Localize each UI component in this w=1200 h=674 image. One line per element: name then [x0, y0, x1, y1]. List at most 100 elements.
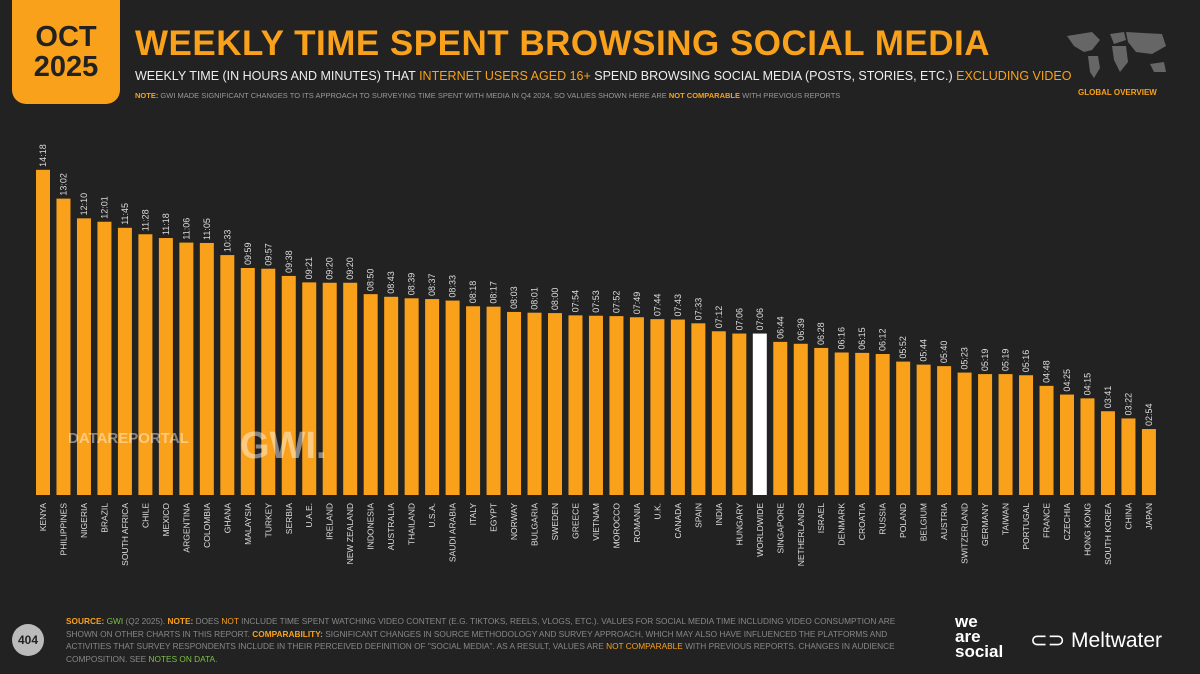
source-label: SOURCE:	[66, 616, 105, 626]
value-label: 11:05	[202, 218, 212, 240]
bar-australia	[384, 296, 399, 495]
value-label: 05:52	[898, 336, 908, 359]
value-label: 12:01	[99, 196, 109, 219]
note-text: DOES	[193, 616, 222, 626]
value-label: 09:21	[304, 257, 314, 280]
bar-china	[1121, 418, 1136, 495]
value-label: 06:44	[775, 316, 785, 339]
category-label: IRELAND	[325, 503, 335, 540]
category-label: THAILAND	[407, 503, 417, 545]
section-label: GLOBAL OVERVIEW	[1078, 88, 1157, 97]
subtitle-highlight: EXCLUDING VIDEO	[956, 69, 1072, 83]
bar-kenya	[36, 169, 50, 495]
category-label: ARGENTINA	[181, 503, 191, 553]
subtitle-part: SPEND BROWSING SOCIAL MEDIA (POSTS, STOR…	[590, 69, 957, 83]
bar-hungary	[732, 333, 747, 495]
category-label: GERMANY	[980, 503, 990, 546]
month: OCT	[35, 21, 97, 53]
bar-israel	[814, 347, 829, 495]
bar-serbia	[281, 275, 296, 495]
bar-argentina	[179, 242, 194, 495]
date-badge: OCT 2025	[12, 0, 120, 104]
bar-bulgaria	[527, 312, 542, 495]
value-label: 07:44	[652, 294, 662, 317]
category-label: CHILE	[140, 503, 150, 528]
category-label: CANADA	[673, 503, 683, 539]
bar-romania	[629, 317, 644, 495]
bar-nigeria	[76, 218, 91, 495]
value-label: 06:39	[796, 318, 806, 341]
value-label: 09:57	[263, 243, 273, 266]
value-label: 13:02	[58, 173, 68, 196]
category-label: FRANCE	[1042, 503, 1052, 538]
value-label: 05:16	[1021, 350, 1031, 373]
subtitle-highlight: INTERNET USERS AGED 16+	[419, 69, 591, 83]
category-label: MEXICO	[161, 503, 171, 537]
category-label: BULGARIA	[530, 503, 540, 546]
bar-portugal	[1019, 375, 1034, 495]
value-label: 04:15	[1082, 373, 1092, 396]
value-label: 08:01	[530, 287, 540, 310]
category-label: AUSTRALIA	[386, 503, 396, 551]
value-label: 09:20	[325, 257, 335, 280]
world-map-icon	[1067, 32, 1166, 78]
note-text: INCLUDE TIME SPENT WATCHING VIDEO CONTEN…	[66, 616, 896, 639]
category-label: PHILIPPINES	[58, 503, 68, 556]
bar-vietnam	[588, 315, 603, 495]
category-label: HUNGARY	[734, 503, 744, 546]
category-label: SINGAPORE	[775, 503, 785, 554]
subtitle: WEEKLY TIME (IN HOURS AND MINUTES) THAT …	[135, 69, 1071, 83]
bar-south-korea	[1100, 411, 1115, 495]
value-label: 03:22	[1123, 393, 1133, 416]
value-label: 08:17	[489, 281, 499, 304]
category-label: POLAND	[898, 503, 908, 538]
category-label: ITALY	[468, 503, 478, 526]
category-label: INDONESIA	[366, 503, 376, 550]
note-text: GWI MADE SIGNIFICANT CHANGES TO ITS APPR…	[158, 91, 669, 100]
source-link[interactable]: GWI	[106, 616, 124, 626]
bar-u-a-e-	[302, 282, 317, 495]
category-label: CHINA	[1123, 503, 1133, 530]
value-label: 07:54	[570, 290, 580, 313]
bar-singapore	[773, 341, 788, 495]
bar-spain	[691, 323, 706, 495]
bar-denmark	[834, 352, 849, 495]
value-label: 06:16	[837, 327, 847, 350]
category-label: SPAIN	[693, 503, 703, 528]
bar-new-zealand	[343, 282, 358, 495]
value-label: 09:20	[345, 257, 355, 280]
category-label: MALAYSIA	[243, 503, 253, 545]
category-label: SAUDI ARABIA	[448, 503, 458, 562]
we-are-social-logo: we are social	[955, 612, 1004, 661]
value-label: 08:37	[427, 274, 437, 297]
bar-chile	[138, 234, 153, 496]
value-label: 08:18	[468, 281, 478, 304]
comparability-highlight: NOT COMPARABLE	[606, 641, 683, 651]
category-label: INDIA	[714, 503, 724, 526]
bar-south-africa	[117, 227, 132, 495]
value-label: 08:03	[509, 286, 519, 309]
category-label: U.S.A.	[427, 503, 437, 528]
category-label: JAPAN	[1144, 503, 1154, 530]
category-label: BELGIUM	[919, 503, 929, 541]
value-label: 05:40	[939, 341, 949, 364]
bar-switzerland	[957, 372, 972, 495]
page-number: 404	[12, 624, 44, 656]
value-label: 04:25	[1062, 369, 1072, 392]
category-label: U.A.E.	[304, 503, 314, 528]
bar-morocco	[609, 316, 624, 495]
value-label: 08:39	[407, 273, 417, 296]
notes-on-data-link[interactable]: NOTES ON DATA	[148, 653, 216, 664]
bar-greece	[568, 315, 583, 495]
bar-ghana	[220, 255, 235, 495]
bar-u-s-a-	[425, 299, 440, 495]
bar-ireland	[322, 282, 337, 495]
bar-mexico	[158, 238, 173, 495]
value-label: 11:06	[181, 218, 191, 240]
bar-japan	[1141, 429, 1156, 495]
category-label: GREECE	[570, 503, 580, 539]
footer-notes: SOURCE: GWI (Q2 2025). NOTE: DOES NOT IN…	[66, 615, 916, 665]
value-label: 08:50	[366, 269, 376, 292]
category-label: NORWAY	[509, 503, 519, 540]
category-label: SOUTH KOREA	[1103, 503, 1113, 565]
